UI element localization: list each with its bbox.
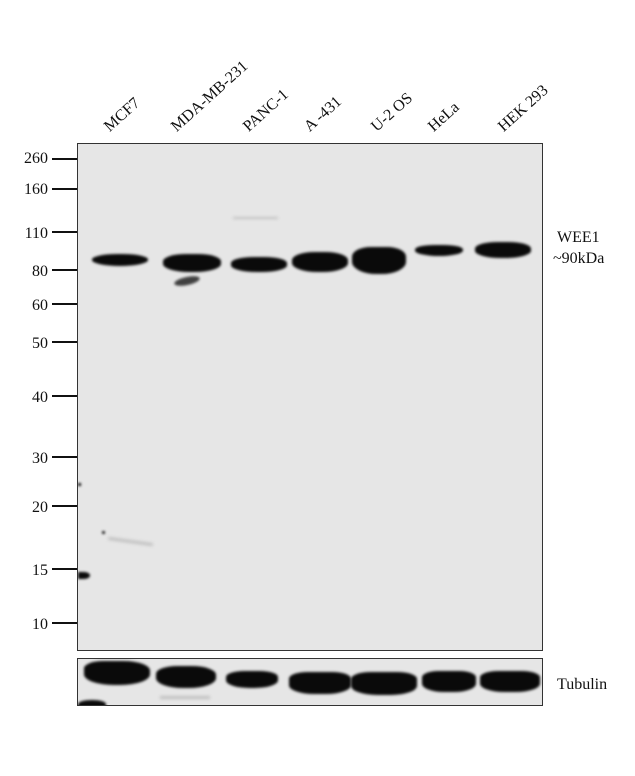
- mw-label-40: 40: [32, 389, 48, 406]
- mw-tick-260: [52, 158, 77, 160]
- band-tubulin-edge: [78, 700, 106, 705]
- mw-label-20: 20: [32, 499, 48, 516]
- mw-label-80: 80: [32, 263, 48, 280]
- band-wee1-u-2-os: [352, 247, 406, 274]
- band-wee1-panc-1: [231, 257, 287, 272]
- mw-tick-20: [52, 505, 77, 507]
- band-tubulin-mda-mb-231: [156, 666, 216, 688]
- mw-label-60: 60: [32, 297, 48, 314]
- loading-control-label: Tubulin: [557, 676, 608, 693]
- mw-tick-40: [52, 395, 77, 397]
- ladder-edge-mark: [78, 572, 90, 579]
- target-size-label: ~90kDa: [553, 250, 605, 267]
- band-wee1-hek-293: [475, 242, 531, 258]
- tubulin-blot-panel: [77, 658, 543, 706]
- mw-tick-110: [52, 231, 77, 233]
- lane-label-mda-mb-231: MDA-MB-231: [167, 57, 252, 136]
- lane-label-a-431: A -431: [300, 93, 346, 136]
- band-wee1-mcf7: [92, 254, 148, 266]
- mw-tick-160: [52, 188, 77, 190]
- band-wee1-mda-mb-231-lower: [173, 274, 201, 288]
- mw-tick-30: [52, 456, 77, 458]
- band-wee1-hela: [415, 245, 463, 256]
- lane-label-u-2-os: U-2 OS: [367, 89, 417, 136]
- band-wee1-a-431: [292, 252, 348, 272]
- band-tubulin-a-431: [289, 672, 351, 694]
- mw-tick-50: [52, 341, 77, 343]
- lane-label-hek-293: HEK 293: [494, 81, 552, 136]
- faint-smear: [108, 536, 153, 547]
- band-tubulin-panc-1: [226, 671, 278, 688]
- mw-label-15: 15: [32, 562, 48, 579]
- mw-label-10: 10: [32, 616, 48, 633]
- band-wee1-mda-mb-231: [163, 254, 221, 272]
- band-tubulin-hek-293: [480, 671, 540, 692]
- wee1-blot-panel: [77, 143, 543, 651]
- mw-tick-60: [52, 303, 77, 305]
- target-name-label: WEE1: [557, 229, 600, 246]
- lane-label-panc-1: PANC-1: [239, 86, 292, 136]
- lane-label-mcf7: MCF7: [100, 94, 144, 136]
- faint-band-tubulin: [160, 696, 210, 699]
- band-tubulin-u-2-os: [351, 672, 417, 695]
- mw-label-160: 160: [24, 181, 48, 198]
- band-tubulin-hela: [422, 671, 476, 692]
- mw-label-30: 30: [32, 450, 48, 467]
- dot-artifact: [102, 531, 105, 534]
- lane-label-hela: HeLa: [424, 98, 463, 136]
- mw-label-110: 110: [24, 225, 48, 242]
- mw-tick-15: [52, 568, 77, 570]
- mw-tick-10: [52, 622, 77, 624]
- ladder-edge-dot: [78, 483, 81, 486]
- mw-tick-80: [52, 269, 77, 271]
- mw-label-50: 50: [32, 335, 48, 352]
- band-tubulin-mcf7: [84, 661, 150, 685]
- faint-band: [233, 217, 278, 219]
- mw-label-260: 260: [24, 150, 48, 167]
